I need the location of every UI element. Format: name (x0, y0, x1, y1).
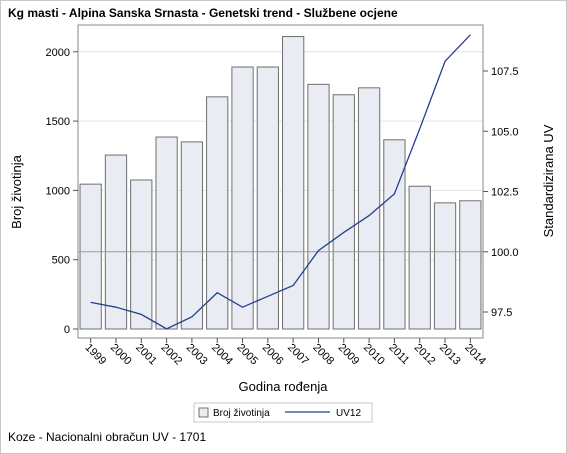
x-tick-label: 2001 (133, 342, 159, 368)
x-tick-label: 2005 (234, 342, 260, 368)
bar (332, 94, 355, 330)
legend-label-bars: Broj životinja (213, 408, 270, 419)
y2-tick-label: 105.0 (491, 126, 519, 138)
x-tick-label: 1999 (83, 342, 109, 368)
y2-tick-label: 102.5 (491, 187, 519, 199)
x-tick-label: 2013 (437, 342, 463, 368)
legend-swatch-bars (198, 407, 209, 418)
y2-axis-label: Standardizirana UV (541, 124, 556, 237)
x-tick-label: 2004 (209, 342, 235, 368)
x-tick-label: 2006 (260, 342, 286, 368)
x-axis-label: Godina rođenja (239, 379, 329, 394)
bar (282, 36, 305, 330)
x-tick-label: 2009 (336, 342, 362, 368)
y2-tick-label: 107.5 (491, 66, 519, 78)
y-tick-label: 1500 (46, 116, 70, 128)
bar (383, 139, 406, 330)
bar (155, 136, 178, 330)
x-tick-label: 2010 (361, 342, 387, 368)
x-tick-label: 2007 (285, 342, 311, 368)
bar (231, 66, 254, 330)
bar (433, 202, 457, 330)
bar-series (79, 36, 482, 330)
y-tick-label: 500 (52, 255, 70, 267)
y-tick-label: 2000 (46, 47, 70, 59)
legend-frame (193, 402, 373, 423)
x-tick-label: 2008 (310, 342, 336, 368)
bar (459, 200, 482, 330)
bar (79, 183, 102, 330)
x-tick-label: 2003 (184, 342, 210, 368)
y2-tick-label: 100.0 (491, 247, 519, 259)
bar (206, 96, 229, 330)
uv12-line (90, 34, 471, 330)
x-tick-label: 2014 (462, 342, 488, 368)
bar (307, 83, 330, 330)
y-tick-label: 0 (64, 324, 70, 336)
bar (357, 87, 381, 330)
y-axis-label: Broj životinja (9, 154, 24, 228)
x-tick-label: 2011 (386, 342, 411, 367)
bar (408, 185, 431, 330)
legend-label-line: UV12 (336, 408, 361, 419)
bar (104, 154, 128, 330)
line-series (90, 34, 471, 330)
x-tick-label: 2000 (108, 342, 134, 368)
y-tick-label: 1000 (46, 185, 70, 197)
bar (256, 66, 279, 330)
footnote: Koze - Nacionalni obračun UV - 1701 (8, 430, 207, 444)
x-tick-label: 2002 (158, 342, 184, 368)
chart-title: Kg masti - Alpina Sanska Srnasta - Genet… (8, 6, 398, 20)
y2-tick-label: 97.5 (491, 307, 512, 319)
x-tick-label: 2012 (412, 342, 438, 368)
bar (180, 141, 204, 330)
plot-border (77, 24, 484, 339)
bar (130, 179, 153, 330)
legend: Broj životinja UV12 (193, 402, 373, 423)
